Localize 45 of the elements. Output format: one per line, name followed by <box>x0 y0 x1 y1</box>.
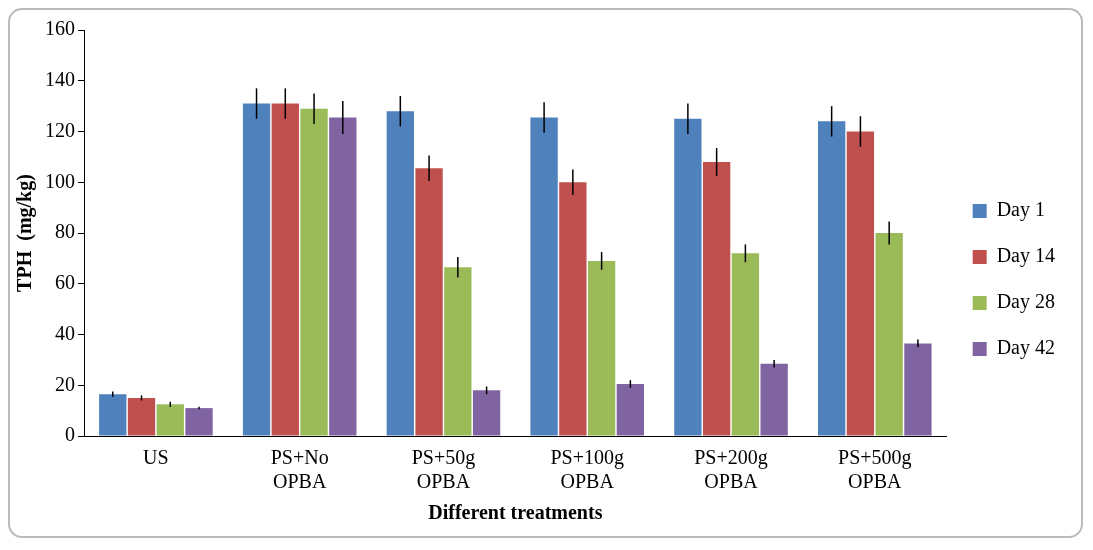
bar <box>559 182 587 436</box>
y-tick-label: 100 <box>45 169 75 192</box>
bar <box>271 103 299 436</box>
bar <box>156 404 184 436</box>
y-axis-title: TPH (mg/kg) <box>13 174 37 292</box>
x-tick-label: PS+No OPBA <box>270 446 329 493</box>
x-tick-label: PS+500g OPBA <box>838 446 912 493</box>
bar <box>242 103 271 436</box>
bar <box>300 108 328 436</box>
y-tick-label: 120 <box>45 118 75 141</box>
legend-label: Day 14 <box>996 244 1056 268</box>
bar <box>329 117 357 436</box>
bar <box>875 233 903 436</box>
x-tick-label: PS+100g OPBA <box>550 446 624 493</box>
bar <box>185 408 213 436</box>
bar <box>386 111 414 436</box>
bar <box>99 394 127 436</box>
legend-label: Day 42 <box>996 336 1056 360</box>
y-tick-label: 80 <box>55 220 75 243</box>
y-tick-label: 20 <box>55 372 75 395</box>
y-tick-label: 160 <box>45 17 75 40</box>
legend-label: Day 28 <box>996 290 1056 314</box>
bar <box>702 161 731 436</box>
y-tick-label: 0 <box>65 423 75 446</box>
bar <box>444 267 472 436</box>
y-tick-label: 40 <box>55 321 75 344</box>
x-tick-label: PS+50g OPBA <box>411 446 476 493</box>
bar <box>818 121 846 436</box>
bar <box>846 131 875 436</box>
x-axis-title: Different treatments <box>428 501 603 524</box>
bar <box>760 363 788 436</box>
x-tick-label: US <box>143 446 169 469</box>
bar <box>587 260 616 436</box>
x-tick-label: PS+200g OPBA <box>694 446 768 493</box>
y-tick-label: 140 <box>45 68 75 90</box>
bar <box>904 343 932 436</box>
bar <box>127 397 156 436</box>
bar <box>472 390 501 436</box>
legend-label: Day 1 <box>996 198 1046 222</box>
bar <box>415 168 443 436</box>
bar <box>530 117 558 436</box>
bar <box>674 118 702 436</box>
y-tick-label: 60 <box>55 271 75 293</box>
bar <box>731 253 760 436</box>
bar <box>616 383 645 436</box>
